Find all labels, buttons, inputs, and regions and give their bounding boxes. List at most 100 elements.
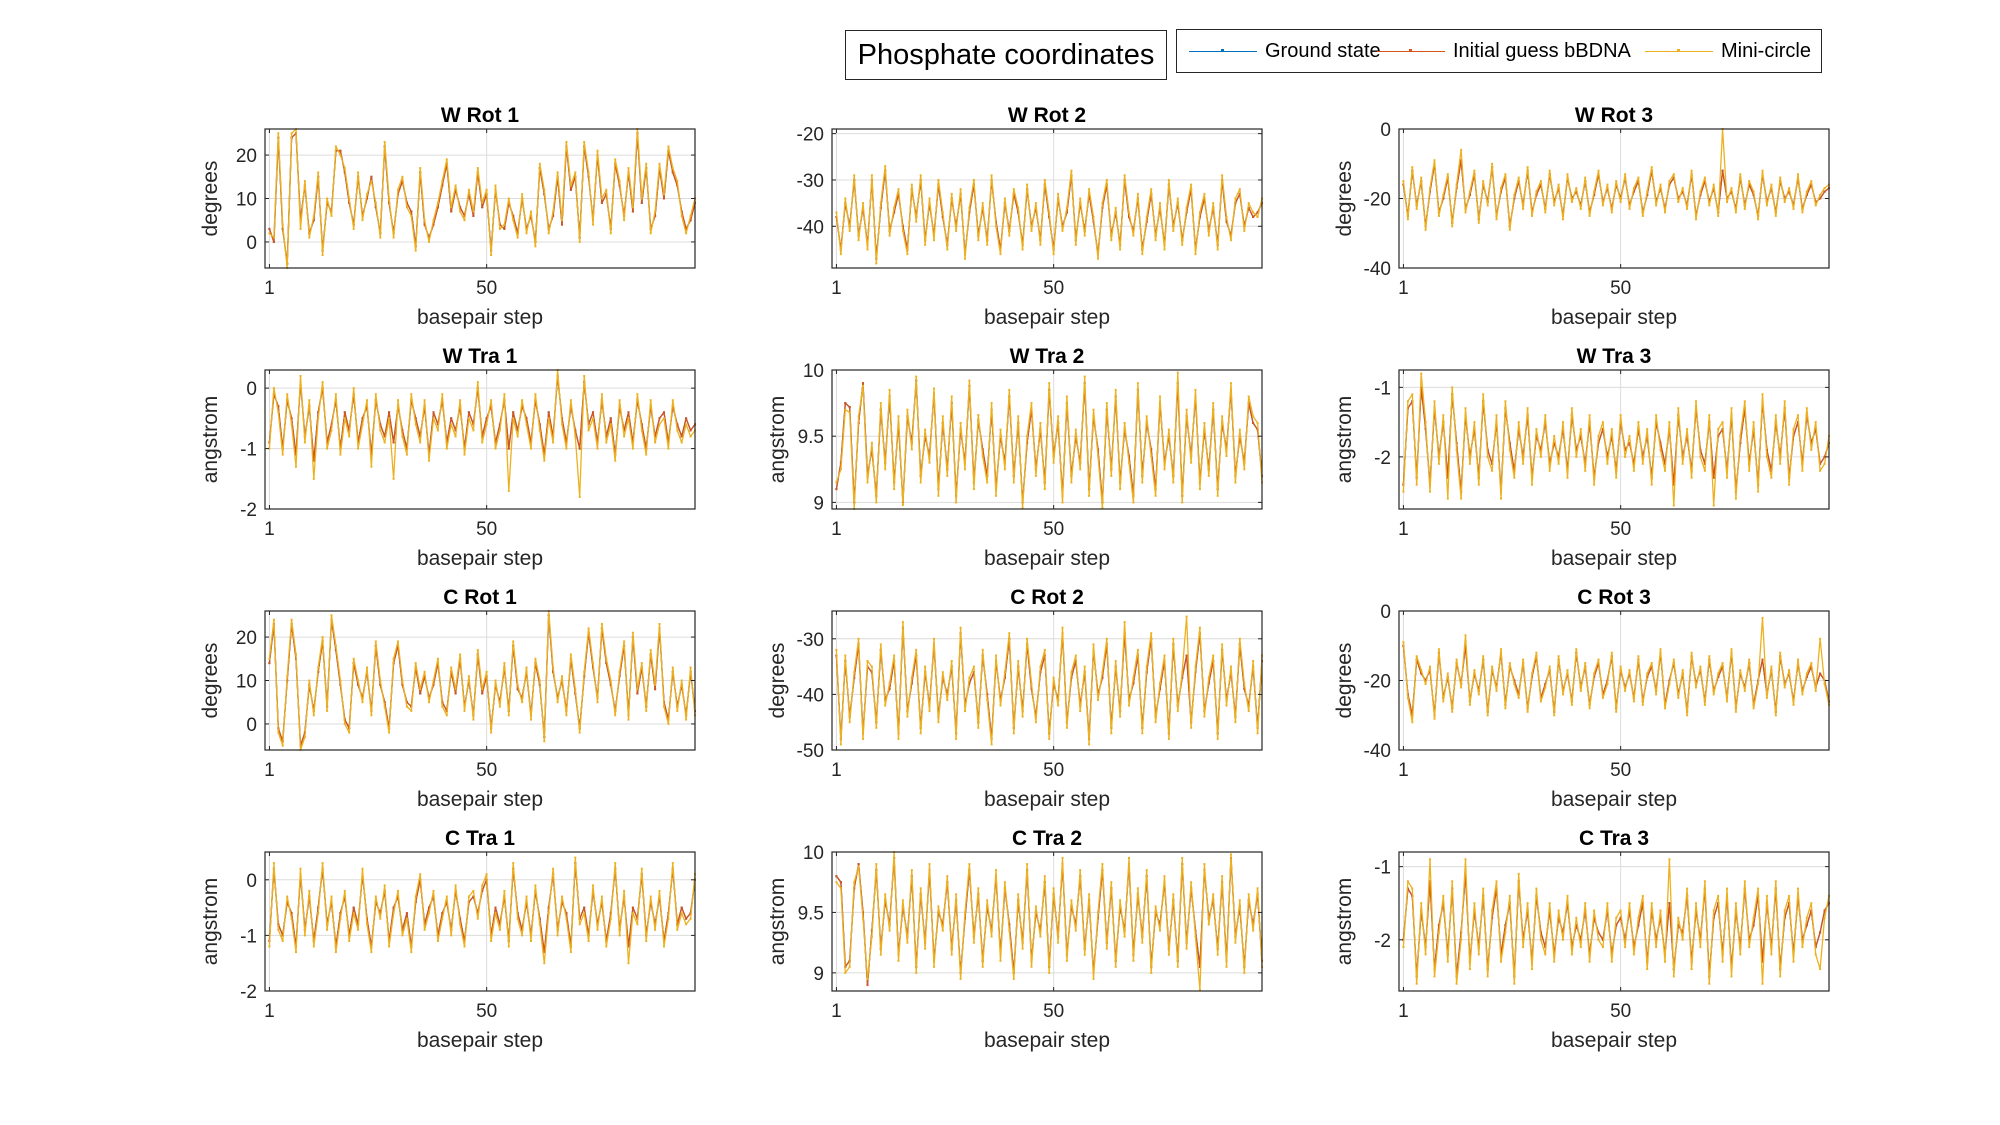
tick-label-y: 20 <box>236 628 257 649</box>
data-point <box>1159 202 1161 205</box>
data-point <box>1624 448 1627 451</box>
data-point <box>862 382 864 385</box>
data-point <box>1504 931 1507 934</box>
data-point <box>445 447 448 450</box>
data-point <box>1114 660 1117 662</box>
data-point <box>649 895 652 898</box>
data-point <box>1119 488 1122 491</box>
data-point <box>623 435 626 438</box>
data-point <box>481 441 484 444</box>
data-point <box>1402 180 1405 183</box>
tick-label-y: 0 <box>246 233 257 254</box>
data-point <box>512 862 515 865</box>
series-mini-circle <box>1402 372 1830 507</box>
data-point <box>490 399 493 402</box>
data-point <box>1119 899 1122 902</box>
data-point <box>627 718 630 721</box>
data-point <box>1668 902 1671 905</box>
data-point <box>955 737 958 740</box>
data-point <box>277 731 280 734</box>
data-point <box>1646 672 1649 675</box>
data-point <box>1668 858 1671 861</box>
data-point <box>543 740 546 743</box>
data-point <box>1699 665 1702 668</box>
subplot-c-rot-1: 1 50 0 10 20 C Rot 1 basepair step degrees <box>199 586 696 811</box>
data-point <box>361 417 364 420</box>
data-point <box>1655 414 1658 417</box>
data-point <box>1424 228 1427 231</box>
data-point <box>1212 893 1215 896</box>
data-point <box>964 468 966 471</box>
data-point <box>609 423 612 426</box>
data-point <box>321 862 324 865</box>
data-point <box>379 917 382 920</box>
data-point <box>1057 415 1060 418</box>
data-point <box>1544 211 1547 214</box>
data-point <box>498 705 501 708</box>
data-point <box>866 984 869 986</box>
data-point <box>459 399 462 402</box>
data-point <box>1491 909 1494 912</box>
subplot-title: C Tra 2 <box>1012 827 1082 850</box>
data-point <box>414 417 417 420</box>
data-point <box>839 743 842 746</box>
data-point <box>654 928 657 931</box>
data-point <box>986 899 989 902</box>
data-point <box>370 951 373 954</box>
data-point <box>999 704 1002 707</box>
data-point <box>1420 672 1423 675</box>
data-point <box>946 875 949 878</box>
data-point <box>1141 941 1144 944</box>
data-point <box>1198 626 1201 629</box>
data-point <box>981 202 984 205</box>
axes-box <box>264 851 696 992</box>
data-point <box>383 141 386 143</box>
data-point <box>1473 421 1476 424</box>
data-point <box>392 236 395 239</box>
data-point <box>1761 617 1764 619</box>
data-point <box>330 429 333 432</box>
data-point <box>1039 665 1042 668</box>
data-point <box>1695 400 1697 403</box>
tick-label-x: 50 <box>1043 1001 1064 1022</box>
data-point <box>1593 483 1596 486</box>
data-point <box>1230 665 1232 668</box>
data-point <box>1136 887 1139 890</box>
tick-label-y: 0 <box>1380 602 1391 623</box>
data-point <box>1708 414 1711 417</box>
data-point <box>941 929 944 932</box>
data-point <box>853 671 856 674</box>
subplot-w-rot-1: 1 50 0 10 20 W Rot 1 basepair step degrees <box>199 104 696 329</box>
data-point <box>1074 654 1077 657</box>
data-point <box>618 934 621 937</box>
data-point <box>272 862 275 865</box>
data-point <box>1003 676 1006 679</box>
data-point <box>884 468 887 471</box>
data-point <box>592 662 594 665</box>
data-point <box>1601 204 1604 207</box>
data-point <box>1575 187 1578 190</box>
data-point <box>463 709 466 712</box>
data-point <box>485 873 488 876</box>
data-point <box>1065 206 1068 209</box>
data-point <box>618 399 621 402</box>
data-point <box>1526 710 1529 713</box>
data-point <box>1752 707 1755 710</box>
data-point <box>538 162 541 165</box>
data-point <box>1105 947 1108 950</box>
data-point <box>614 459 617 462</box>
data-point <box>1801 211 1804 214</box>
data-point <box>1588 414 1591 417</box>
data-point <box>1172 229 1175 232</box>
data-point <box>1150 188 1153 191</box>
data-point <box>361 423 364 426</box>
data-point <box>1468 190 1471 193</box>
data-point <box>401 679 404 682</box>
data-point <box>436 206 439 209</box>
data-point <box>1606 455 1609 458</box>
subplot-w-rot-3: 1 50 -40 -20 0 W Rot 3 basepair step degrees <box>1333 104 1830 329</box>
data-point <box>901 504 904 506</box>
data-point <box>1437 462 1440 465</box>
data-point <box>1083 375 1086 378</box>
data-point <box>950 395 953 398</box>
